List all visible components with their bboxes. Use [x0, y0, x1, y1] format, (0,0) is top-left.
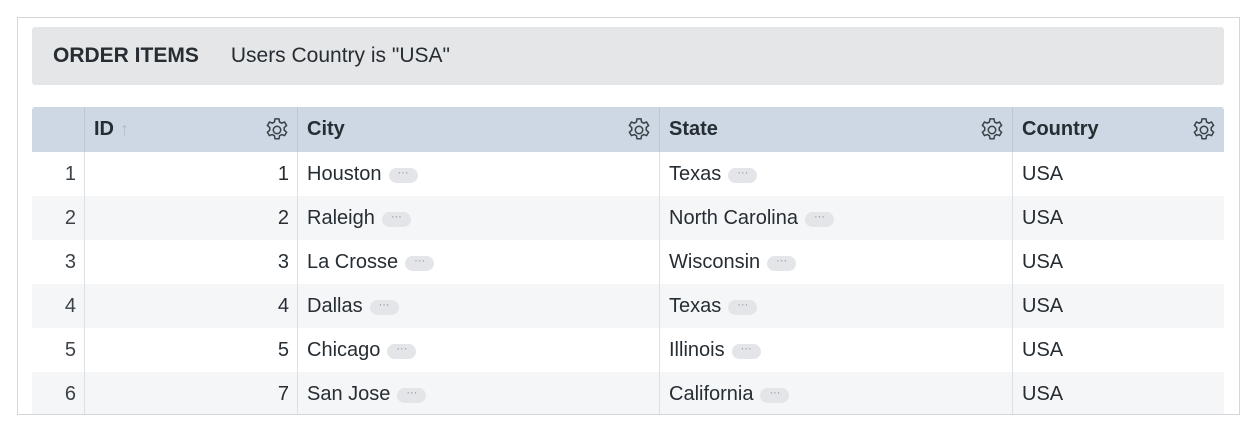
explore-panel: ORDER ITEMS Users Country is "USA" ID ↑ … — [17, 17, 1240, 415]
column-header-id[interactable]: ID ↑ — [84, 107, 297, 152]
column-label: ID — [94, 118, 114, 140]
more-options-icon[interactable]: ··· — [728, 299, 758, 315]
column-header-city[interactable]: City — [297, 107, 659, 152]
row-number: 1 — [64, 162, 76, 185]
cell-city[interactable]: San Jose ··· — [297, 372, 659, 414]
cell-country[interactable]: USA — [1012, 284, 1224, 328]
cell-country[interactable]: USA — [1012, 240, 1224, 284]
cell-country[interactable]: USA — [1012, 152, 1224, 196]
column-header-state[interactable]: State — [659, 107, 1012, 152]
explore-title: ORDER ITEMS — [53, 44, 199, 67]
cell-id[interactable]: 4 — [84, 284, 297, 328]
table-row: 2 2 Raleigh ··· North Carolina ··· USA — [32, 196, 1224, 240]
cell-country[interactable]: USA — [1012, 328, 1224, 372]
more-options-icon[interactable]: ··· — [405, 255, 435, 271]
cell-country[interactable]: USA — [1012, 372, 1224, 414]
gear-icon[interactable] — [625, 116, 653, 144]
cell-state[interactable]: Illinois ··· — [659, 328, 1012, 372]
cell-value: Dallas — [307, 294, 363, 317]
cell-value: Texas — [669, 162, 722, 185]
title-bar: ORDER ITEMS Users Country is "USA" — [32, 27, 1224, 85]
column-label: Country — [1022, 118, 1099, 140]
more-options-icon[interactable]: ··· — [369, 299, 399, 315]
more-options-icon[interactable]: ··· — [804, 211, 834, 227]
table-row: 3 3 La Crosse ··· Wisconsin ··· USA — [32, 240, 1224, 284]
column-label: City — [307, 118, 345, 140]
cell-state[interactable]: Wisconsin ··· — [659, 240, 1012, 284]
cell-value: San Jose — [307, 382, 391, 405]
cell-value: Illinois — [669, 338, 725, 361]
more-options-icon[interactable]: ··· — [381, 211, 411, 227]
data-table: ID ↑ City State Country 1 1 Houston ··· Texa… — [32, 107, 1224, 414]
more-options-icon[interactable]: ··· — [731, 343, 761, 359]
cell-id[interactable]: 2 — [84, 196, 297, 240]
gear-icon[interactable] — [263, 116, 291, 144]
table-header: ID ↑ City State Country — [32, 107, 1224, 152]
cell-city[interactable]: La Crosse ··· — [297, 240, 659, 284]
cell-value: California — [669, 382, 754, 405]
table-body: 1 1 Houston ··· Texas ··· USA 2 2 Raleigh ··· North… — [32, 152, 1224, 414]
table-row: 4 4 Dallas ··· Texas ··· USA — [32, 284, 1224, 328]
cell-state[interactable]: Texas ··· — [659, 152, 1012, 196]
row-number: 6 — [64, 382, 76, 405]
gear-icon[interactable] — [978, 116, 1006, 144]
row-number: 2 — [64, 206, 76, 229]
more-options-icon[interactable]: ··· — [397, 387, 427, 403]
more-options-icon[interactable]: ··· — [767, 255, 797, 271]
filter-summary[interactable]: Users Country is "USA" — [230, 44, 450, 67]
cell-value: Chicago — [307, 338, 381, 361]
cell-city[interactable]: Houston ··· — [297, 152, 659, 196]
cell-state[interactable]: North Carolina ··· — [659, 196, 1012, 240]
table-row: 1 1 Houston ··· Texas ··· USA — [32, 152, 1224, 196]
cell-state[interactable]: California ··· — [659, 372, 1012, 414]
cell-id[interactable]: 1 — [84, 152, 297, 196]
cell-value: Raleigh — [307, 206, 375, 229]
row-number: 5 — [64, 338, 76, 361]
column-header-country[interactable]: Country — [1012, 107, 1224, 152]
cell-value: Texas — [669, 294, 722, 317]
cell-city[interactable]: Chicago ··· — [297, 328, 659, 372]
cell-id[interactable]: 3 — [84, 240, 297, 284]
column-label: State — [669, 118, 718, 140]
more-options-icon[interactable]: ··· — [760, 387, 790, 403]
cell-value: La Crosse — [307, 250, 399, 273]
cell-id[interactable]: 7 — [84, 372, 297, 414]
more-options-icon[interactable]: ··· — [388, 167, 418, 183]
cell-city[interactable]: Dallas ··· — [297, 284, 659, 328]
cell-id[interactable]: 5 — [84, 328, 297, 372]
arrow-up-icon[interactable]: ↑ — [120, 119, 129, 139]
cell-value: North Carolina — [669, 206, 798, 229]
gear-icon[interactable] — [1190, 116, 1218, 144]
row-number: 3 — [64, 250, 76, 273]
table-row: 5 5 Chicago ··· Illinois ··· USA — [32, 328, 1224, 372]
cell-value: Wisconsin — [669, 250, 761, 273]
cell-country[interactable]: USA — [1012, 196, 1224, 240]
more-options-icon[interactable]: ··· — [728, 167, 758, 183]
more-options-icon[interactable]: ··· — [387, 343, 417, 359]
row-number-header — [32, 107, 84, 152]
table-row: 6 7 San Jose ··· California ··· USA — [32, 372, 1224, 414]
cell-state[interactable]: Texas ··· — [659, 284, 1012, 328]
cell-city[interactable]: Raleigh ··· — [297, 196, 659, 240]
cell-value: Houston — [307, 162, 382, 185]
row-number: 4 — [64, 294, 76, 317]
